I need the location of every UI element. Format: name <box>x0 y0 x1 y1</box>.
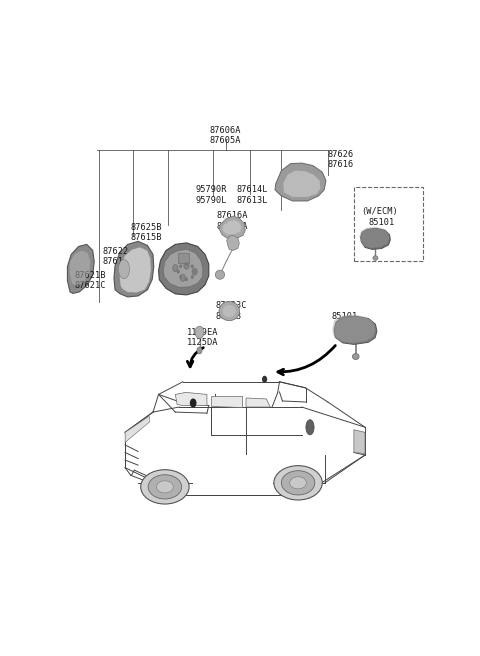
Polygon shape <box>175 392 207 405</box>
Polygon shape <box>246 398 270 407</box>
Ellipse shape <box>148 475 181 499</box>
Ellipse shape <box>119 260 130 279</box>
Circle shape <box>190 398 196 407</box>
Polygon shape <box>120 247 151 293</box>
Polygon shape <box>125 416 149 442</box>
Bar <box>178 253 190 263</box>
Ellipse shape <box>216 270 225 279</box>
Circle shape <box>195 326 204 338</box>
Ellipse shape <box>156 481 173 493</box>
Text: 87621B
87621C: 87621B 87621C <box>74 271 106 291</box>
Polygon shape <box>67 245 94 293</box>
Polygon shape <box>275 163 326 201</box>
Circle shape <box>193 270 196 274</box>
Circle shape <box>180 274 185 281</box>
Polygon shape <box>70 251 91 286</box>
Polygon shape <box>360 228 390 249</box>
Polygon shape <box>354 430 365 453</box>
Ellipse shape <box>219 302 240 321</box>
Polygon shape <box>211 396 242 407</box>
Text: (W/ECM): (W/ECM) <box>361 207 398 216</box>
Circle shape <box>191 275 194 279</box>
Ellipse shape <box>290 477 306 489</box>
Ellipse shape <box>306 420 314 435</box>
Polygon shape <box>163 249 203 287</box>
Circle shape <box>185 277 188 281</box>
Polygon shape <box>334 316 377 344</box>
Polygon shape <box>360 227 389 248</box>
Polygon shape <box>158 243 209 295</box>
Text: 95790R
95790L: 95790R 95790L <box>196 185 228 205</box>
Circle shape <box>185 262 188 266</box>
Circle shape <box>262 376 267 383</box>
Circle shape <box>179 275 182 279</box>
Circle shape <box>192 268 197 276</box>
Polygon shape <box>219 216 245 239</box>
Ellipse shape <box>352 354 359 359</box>
Text: 87606A
87605A: 87606A 87605A <box>210 125 241 145</box>
Ellipse shape <box>274 466 322 500</box>
Text: 87623C
87613: 87623C 87613 <box>216 301 247 321</box>
Text: 85101: 85101 <box>332 312 358 321</box>
Circle shape <box>197 347 202 354</box>
Text: 85101: 85101 <box>369 218 395 227</box>
Polygon shape <box>223 220 241 234</box>
Circle shape <box>177 270 180 274</box>
Text: 87616A
87615A: 87616A 87615A <box>216 211 248 231</box>
Ellipse shape <box>141 470 189 504</box>
Text: 87614L
87613L: 87614L 87613L <box>237 185 268 205</box>
Ellipse shape <box>223 305 236 317</box>
Circle shape <box>191 264 194 268</box>
Ellipse shape <box>373 256 378 260</box>
Polygon shape <box>283 171 321 197</box>
Polygon shape <box>114 241 154 297</box>
Text: 87625B
87615B: 87625B 87615B <box>131 223 162 243</box>
Circle shape <box>179 264 182 268</box>
Text: 1129EA
1125DA: 1129EA 1125DA <box>186 327 218 347</box>
Text: 87622
87612: 87622 87612 <box>103 247 129 266</box>
Bar <box>354 188 423 260</box>
Text: 87626
87616: 87626 87616 <box>328 150 354 169</box>
Polygon shape <box>332 315 375 343</box>
Ellipse shape <box>281 471 315 495</box>
Circle shape <box>173 264 178 272</box>
Polygon shape <box>227 236 240 251</box>
Circle shape <box>184 262 189 269</box>
